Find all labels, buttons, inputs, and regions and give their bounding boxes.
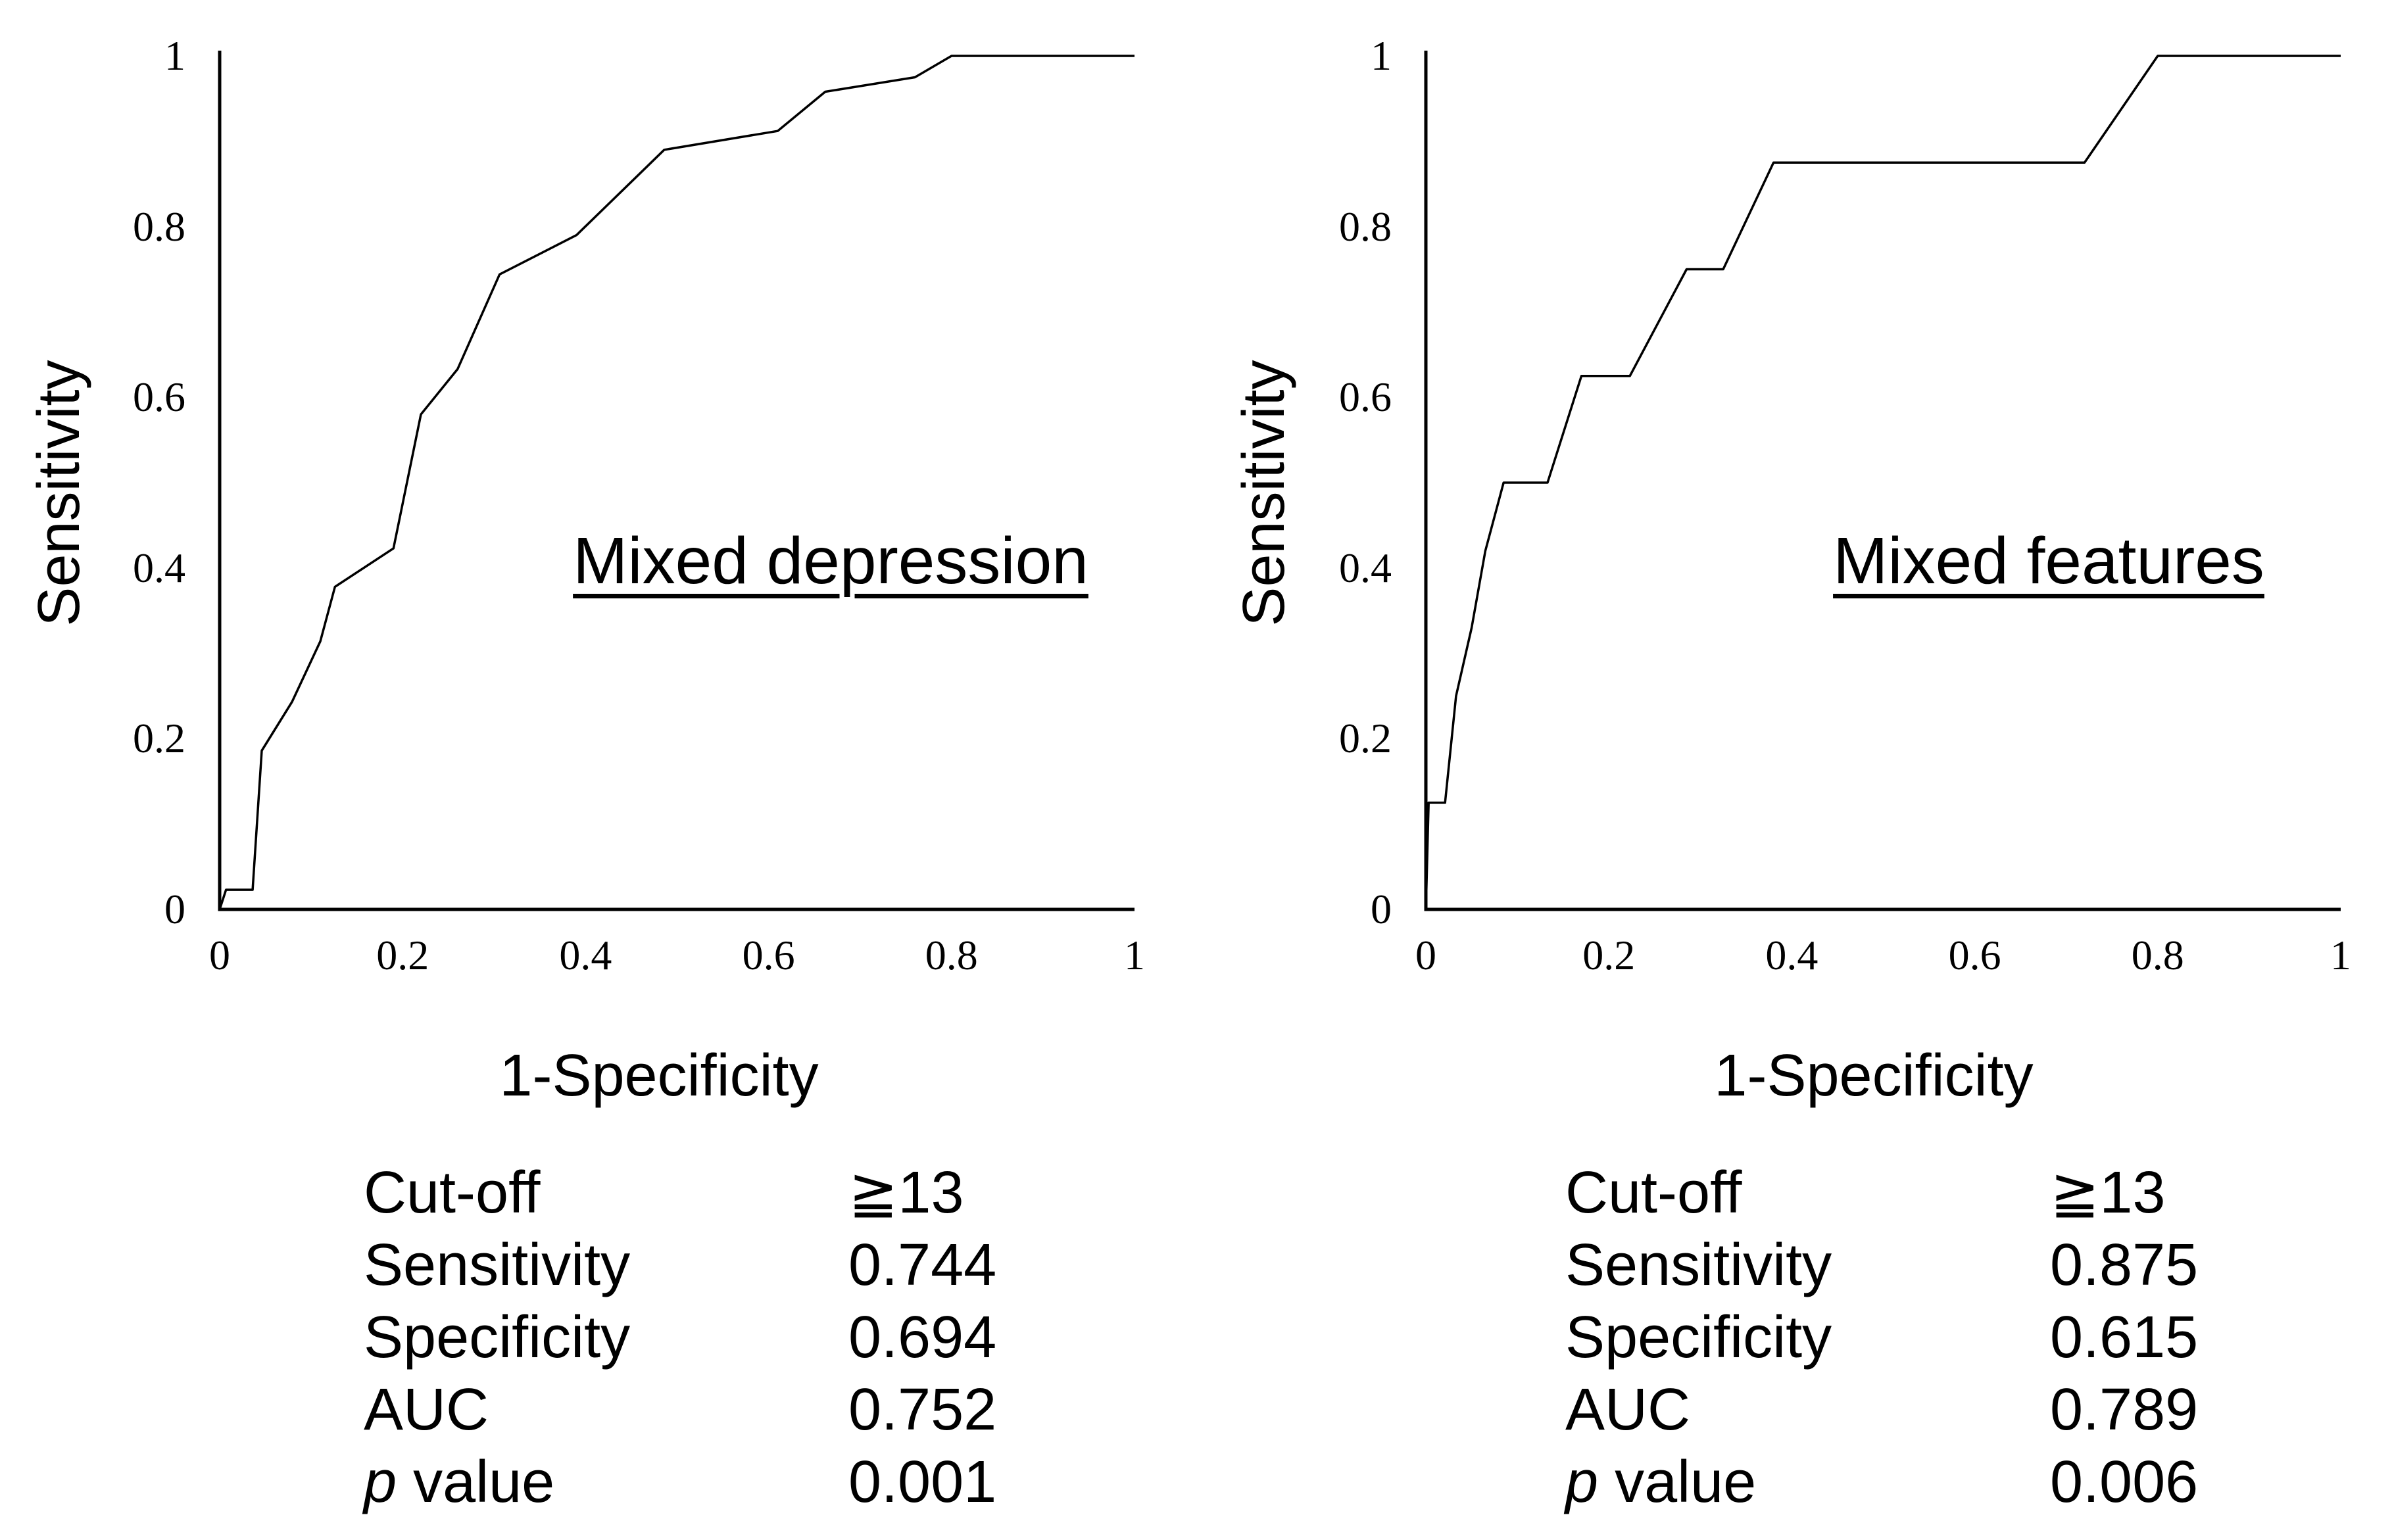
x-tick-label: 0.6 xyxy=(742,932,795,978)
stat-label-specificity-left: Specificity xyxy=(364,1305,631,1370)
chart-title-mixed-depression: Mixed depression xyxy=(573,524,1088,598)
stat-value-auc-left: 0.752 xyxy=(848,1377,997,1443)
axes-left xyxy=(218,51,1135,911)
roc-curve-mixed-features xyxy=(1425,55,2341,910)
x-tick-label: 0.4 xyxy=(559,932,612,978)
x-tick-label: 1 xyxy=(2330,932,2351,978)
stat-value-sensitivity-left: 0.744 xyxy=(848,1232,997,1298)
stat-value-cutoff-right: ≧13 xyxy=(2050,1160,2166,1226)
y-tick-label: 0.4 xyxy=(133,544,185,591)
y-axis-label-left: Sensitivity xyxy=(26,360,92,627)
stat-value-pvalue-left: 0.001 xyxy=(848,1449,997,1515)
y-tick-label: 1 xyxy=(164,32,185,79)
x-tick-label: 0.2 xyxy=(1582,932,1636,978)
y-tick-label: 0.4 xyxy=(1339,544,1392,591)
stat-label-specificity-right: Specificity xyxy=(1565,1305,1832,1370)
y-tick-label: 0.8 xyxy=(133,203,185,250)
stat-value-cutoff-left: ≧13 xyxy=(848,1160,964,1226)
stat-label-cutoff-left: Cut-off xyxy=(364,1160,541,1226)
stat-label-sensitivity-left: Sensitivity xyxy=(364,1232,631,1298)
stat-label-auc-left: AUC xyxy=(364,1377,489,1443)
x-axis-label-right: 1-Specificity xyxy=(1714,1043,2034,1109)
stat-label-sensitivity-right: Sensitivity xyxy=(1565,1232,1832,1298)
stat-value-pvalue-right: 0.006 xyxy=(2050,1449,2199,1515)
x-tick-label: 0 xyxy=(209,932,230,978)
y-tick-label: 0 xyxy=(1371,886,1392,932)
x-tick-label: 1 xyxy=(1124,932,1145,978)
stat-label-pvalue-left: p value xyxy=(364,1449,555,1515)
x-tick-label: 0.4 xyxy=(1765,932,1818,978)
stat-label-auc-right: AUC xyxy=(1565,1377,1691,1443)
x-tick-label: 0 xyxy=(1415,932,1436,978)
x-tick-label: 0.8 xyxy=(2131,932,2184,978)
y-axis-label-right: Sensitivity xyxy=(1231,360,1297,627)
y-tick-label: 0.2 xyxy=(1339,715,1392,762)
chart-title-mixed-features: Mixed features xyxy=(1833,524,2264,598)
axes-right xyxy=(1424,51,2341,911)
y-tick-label: 0.6 xyxy=(133,373,185,421)
y-tick-label: 0.6 xyxy=(1339,373,1392,421)
x-axis-label-left: 1-Specificity xyxy=(499,1043,819,1109)
y-tick-label: 0.8 xyxy=(1339,203,1392,250)
y-tick-label: 0 xyxy=(164,886,185,932)
roc-curve-mixed-depression xyxy=(218,55,1135,910)
stat-value-specificity-left: 0.694 xyxy=(848,1305,997,1370)
x-tick-label: 0.6 xyxy=(1948,932,2001,978)
stat-label-pvalue-right: p value xyxy=(1565,1449,1757,1515)
stat-label-cutoff-right: Cut-off xyxy=(1565,1160,1742,1226)
y-tick-label: 1 xyxy=(1371,32,1392,79)
x-tick-label: 0.2 xyxy=(376,932,429,978)
y-tick-label: 0.2 xyxy=(133,715,185,762)
stat-value-auc-right: 0.789 xyxy=(2050,1377,2199,1443)
stat-value-sensitivity-right: 0.875 xyxy=(2050,1232,2199,1298)
x-tick-label: 0.8 xyxy=(925,932,978,978)
stat-value-specificity-right: 0.615 xyxy=(2050,1305,2199,1370)
